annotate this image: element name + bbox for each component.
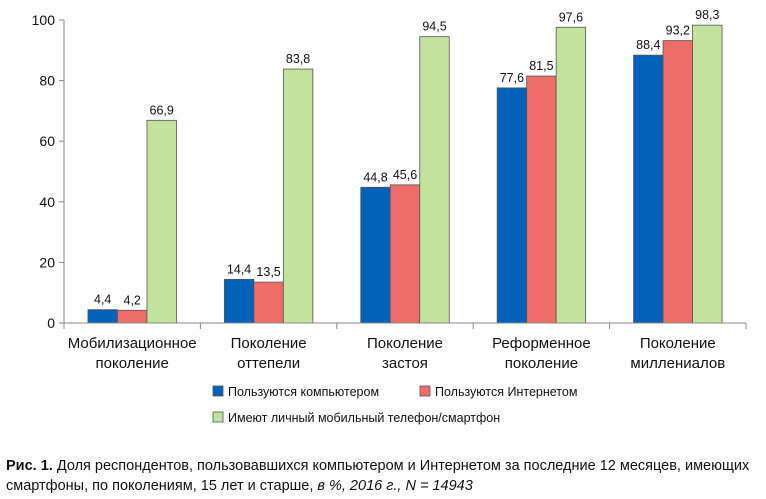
x-category-label: Поколение [367,335,443,352]
data-label: 97,6 [559,10,583,24]
data-label: 83,8 [286,52,310,66]
x-category-label: Мобилизационное [68,335,197,352]
bar [692,24,723,324]
x-category-label: Реформенное [492,335,591,352]
data-label: 88,4 [636,38,660,52]
bar [87,309,118,324]
y-tick-label: 40 [39,194,55,210]
figure-caption: Рис. 1. Доля респондентов, пользовавшихс… [6,456,762,496]
data-label: 98,3 [695,8,719,22]
bar [662,40,693,324]
y-tick-label: 80 [39,73,55,89]
data-label: 93,2 [666,24,690,38]
bar [496,87,528,324]
data-label: 45,6 [393,168,417,182]
bar-chart: 0 20 40 60 80 100 4,4 14,4 44,8 77,6 88,4 4,2 13,5 45… [32,8,747,425]
x-category-label: Поколение [640,335,716,352]
figure-number: Рис. 1. [6,458,53,474]
legend-label: Имеют личный мобильный телефон/смартфон [228,411,500,425]
x-category-label: миллениалов [630,355,725,372]
y-tick-label: 60 [39,133,55,149]
data-label: 14,4 [227,262,251,276]
data-label: 81,5 [529,59,553,73]
data-label: 4,4 [94,293,111,307]
y-tick-label: 20 [39,254,55,270]
bar [253,281,284,324]
data-label: 77,6 [500,71,524,85]
x-category-label: застоя [382,355,428,372]
legend-swatch [419,385,431,397]
bar [526,75,557,324]
bar [633,54,664,324]
bar [360,186,391,324]
bar [389,184,421,324]
x-category-label: поколение [505,355,578,372]
data-label: 4,2 [124,293,141,307]
caption-details: в %, 2016 г., N = 14943 [313,478,473,494]
data-label: 13,5 [256,265,280,279]
y-tick-label: 100 [32,12,56,28]
legend-swatch [212,385,224,397]
bar [223,278,255,324]
bar [555,26,587,324]
y-tick-label: 0 [47,315,55,331]
legend-swatch [212,411,224,423]
data-label: 44,8 [363,170,387,184]
caption-text: Доля респондентов, пользовавшихся компью… [6,458,750,494]
x-category-label: Поколение [231,335,307,352]
bar [282,68,314,324]
legend-label: Пользуются компьютером [228,385,379,399]
data-label: 66,9 [150,103,174,117]
x-category-label: оттепели [237,355,300,372]
bar [146,119,177,324]
x-category-label: поколение [96,355,169,372]
bar [419,36,450,324]
bar [117,309,148,324]
legend-label: Пользуются Интернетом [435,385,577,399]
data-label: 94,5 [422,20,446,34]
